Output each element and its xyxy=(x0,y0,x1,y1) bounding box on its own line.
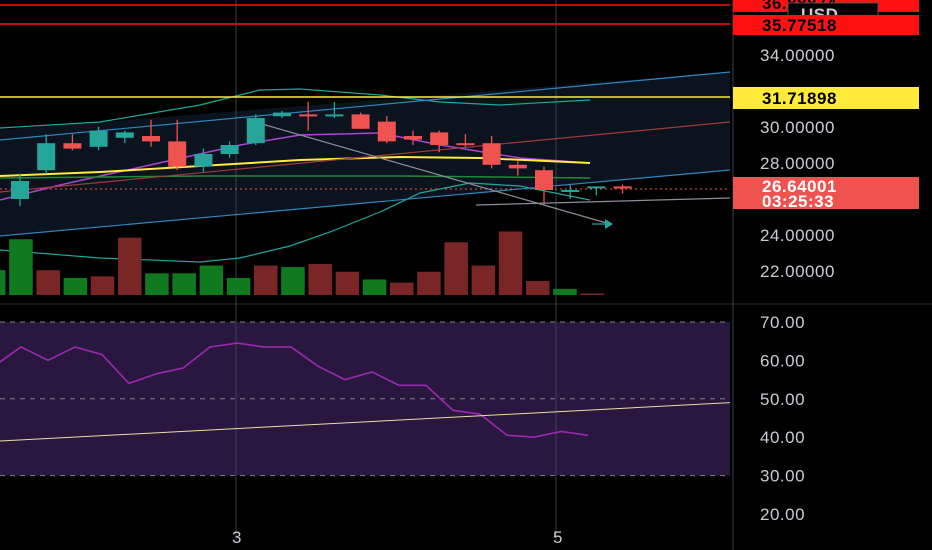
price-tick-label: 28.00000 xyxy=(760,154,835,173)
rsi-tick-label: 70.00 xyxy=(760,313,805,332)
candle-body xyxy=(430,132,449,145)
bollinger-lower xyxy=(0,182,591,263)
candle-body xyxy=(404,136,422,140)
price-tick-label: 24.00000 xyxy=(760,226,835,245)
x-tick-label: 3 xyxy=(232,528,241,547)
volume-bar xyxy=(145,273,169,295)
price-tick-label: 34.00000 xyxy=(760,46,835,65)
candle-body xyxy=(482,143,501,165)
candle-body xyxy=(11,181,29,199)
volume-bar xyxy=(471,265,496,295)
price-tag-last-price: 26.64001 xyxy=(762,177,837,196)
candle-body xyxy=(142,136,160,142)
price-tick-label: 22.00000 xyxy=(760,262,835,281)
candle-body xyxy=(377,121,396,142)
candle-body xyxy=(220,145,239,154)
descending-trendline xyxy=(261,123,611,225)
candle-body xyxy=(273,112,291,117)
rsi-line xyxy=(0,342,589,439)
volume-bar xyxy=(36,270,60,295)
candle-body xyxy=(456,143,475,146)
candle-body xyxy=(561,190,580,192)
volume-bar xyxy=(172,273,196,295)
volume-bar xyxy=(444,242,468,295)
price-tag-resistance-bg xyxy=(733,15,919,35)
channel-lower-line xyxy=(0,169,731,237)
candle-body xyxy=(246,118,265,144)
ma-yellow-line xyxy=(0,155,591,177)
candle-body xyxy=(613,186,632,189)
volume-bar xyxy=(390,282,414,295)
volume-bar xyxy=(308,264,332,295)
volume-bar xyxy=(9,239,33,295)
candle-body xyxy=(508,164,527,169)
channel-mid-line xyxy=(0,121,731,193)
volume-bar xyxy=(417,271,441,295)
candle-body xyxy=(168,141,187,167)
volume-bar xyxy=(526,281,550,295)
candle-body xyxy=(37,143,56,171)
volume-bar xyxy=(553,288,577,295)
price-tag-resistance: 35.77518 xyxy=(762,16,837,35)
price-tag-yellow-level: 31.71898 xyxy=(762,89,837,108)
x-tick-label: 5 xyxy=(553,528,562,547)
rsi-tick-label: 30.00 xyxy=(760,467,805,486)
price-tick-label: 30.00000 xyxy=(760,118,835,137)
volume-bar xyxy=(580,293,604,295)
volume-bar xyxy=(254,265,278,295)
volume-bar xyxy=(498,231,523,295)
price-tag-countdown: 03:25:33 xyxy=(762,192,834,211)
volume-bar xyxy=(63,277,88,295)
candle-body xyxy=(63,143,82,149)
candle-body xyxy=(89,130,108,147)
rsi-tick-label: 60.00 xyxy=(760,351,805,370)
support-trendline xyxy=(475,197,731,206)
volume-bar xyxy=(0,270,6,295)
volume-bar xyxy=(362,279,387,295)
volume-bar xyxy=(281,267,305,295)
price-tag-last-bg xyxy=(733,177,919,209)
rsi-tick-label: 20.00 xyxy=(760,505,805,524)
rsi-trendline xyxy=(0,402,731,442)
volume-bar xyxy=(226,277,251,295)
candle-body xyxy=(115,132,134,138)
volume-bar xyxy=(90,276,115,295)
candle-body xyxy=(587,186,606,189)
volume-bar xyxy=(118,237,142,295)
ma-green-line xyxy=(0,175,591,179)
candle-body xyxy=(351,114,370,129)
channel-upper-line xyxy=(0,71,731,141)
candle-body xyxy=(194,154,213,167)
candle-body xyxy=(325,114,344,117)
candle-body xyxy=(299,114,318,117)
price-tag-yellow-bg xyxy=(733,87,919,109)
volume-bar xyxy=(335,271,360,295)
bollinger-upper xyxy=(0,88,591,129)
candle-body xyxy=(535,170,553,190)
arrow-head-icon xyxy=(605,219,613,229)
volume-bar xyxy=(199,265,224,295)
rsi-tick-label: 50.00 xyxy=(760,390,805,409)
rsi-tick-label: 40.00 xyxy=(760,428,805,447)
